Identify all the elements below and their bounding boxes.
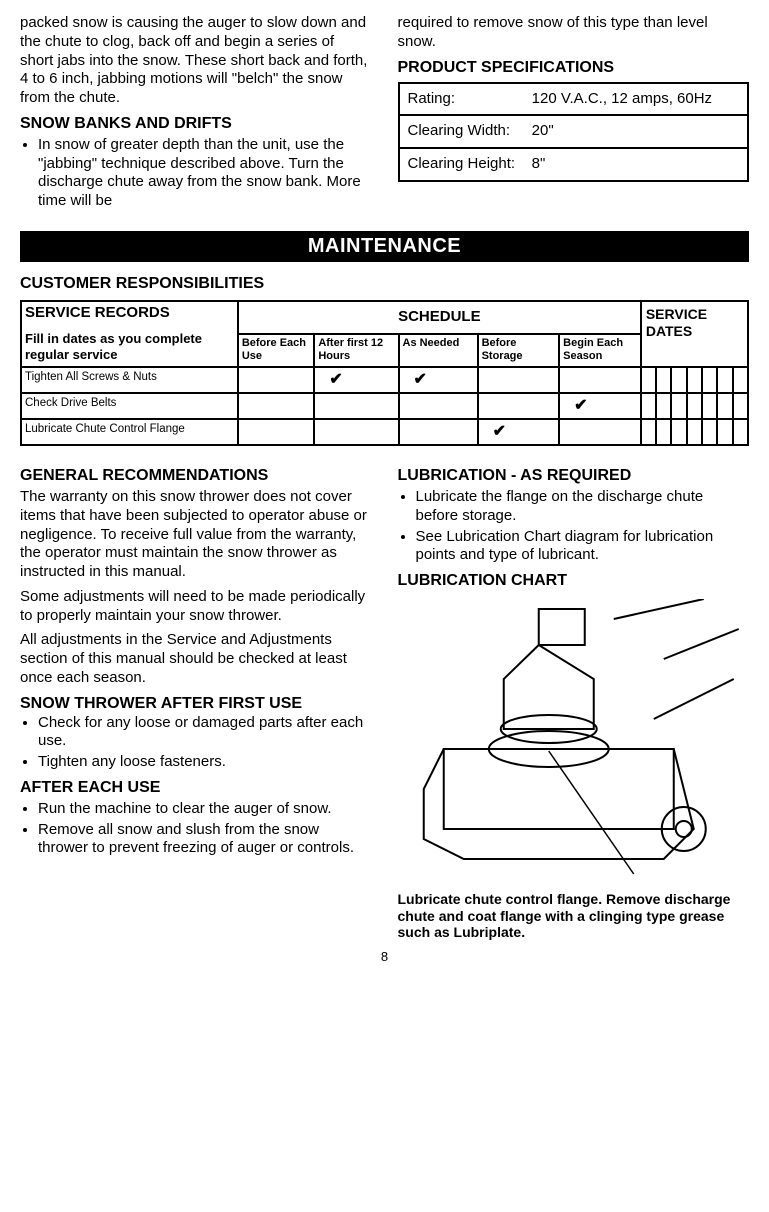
sched-row: Check Drive Belts ✔ [21, 393, 748, 419]
date-cell [717, 367, 732, 393]
spec-value: 8" [532, 155, 546, 172]
spec-label: Clearing Height: [408, 155, 528, 174]
spec-row: Clearing Height: 8" [399, 148, 749, 181]
check-cell [314, 393, 398, 419]
top-left-col: packed snow is causing the auger to slow… [20, 14, 372, 217]
check-cell [559, 419, 641, 445]
after-each-heading: AFTER EACH USE [20, 778, 372, 798]
gen-rec-heading: GENERAL RECOMMENDATIONS [20, 466, 372, 486]
top-right-col: required to remove snow of this type tha… [398, 14, 750, 217]
date-cell [702, 393, 717, 419]
gen-rec-p1: The warranty on this snow thrower does n… [20, 488, 372, 582]
check-cell [399, 393, 478, 419]
date-cell [671, 419, 686, 445]
spec-label: Clearing Width: [408, 122, 528, 141]
bottom-left-col: GENERAL RECOMMENDATIONS The warranty on … [20, 460, 372, 941]
date-cell [641, 393, 656, 419]
spec-value: 120 V.A.C., 12 amps, 60Hz [532, 90, 712, 107]
after-first-heading: SNOW THROWER AFTER FIRST USE [20, 694, 372, 714]
date-cell [702, 419, 717, 445]
date-cell [641, 367, 656, 393]
date-cell [656, 393, 671, 419]
check-cell [238, 419, 315, 445]
check-cell: ✔ [478, 419, 560, 445]
spec-value: 20" [532, 122, 554, 139]
date-cell [733, 367, 748, 393]
gen-rec-p3: All adjustments in the Service and Adjus… [20, 631, 372, 687]
service-records-hdr: SERVICE RECORDS Fill in dates as you com… [21, 301, 238, 367]
gen-rec-p2: Some adjustments will need to be made pe… [20, 588, 372, 626]
date-cell [671, 367, 686, 393]
sched-header-row-1: SERVICE RECORDS Fill in dates as you com… [21, 301, 748, 334]
date-cell [687, 393, 702, 419]
after-each-b1: Run the machine to clear the auger of sn… [38, 800, 372, 819]
date-cell [671, 393, 686, 419]
bottom-right-col: LUBRICATION - AS REQUIRED Lubricate the … [398, 460, 750, 941]
check-cell: ✔ [559, 393, 641, 419]
check-cell [478, 367, 560, 393]
col-hdr: Before Storage [478, 334, 560, 368]
after-first-list: Check for any loose or damaged parts aft… [20, 714, 372, 772]
spec-row: Rating: 120 V.A.C., 12 amps, 60Hz [399, 83, 749, 116]
row-label: Tighten All Screws & Nuts [21, 367, 238, 393]
check-cell [478, 393, 560, 419]
top-section: packed snow is causing the auger to slow… [20, 14, 749, 217]
schedule-hdr: SCHEDULE [238, 301, 641, 334]
date-cell [717, 393, 732, 419]
spec-table: Rating: 120 V.A.C., 12 amps, 60Hz Cleari… [398, 82, 750, 182]
row-label: Check Drive Belts [21, 393, 238, 419]
date-cell [733, 393, 748, 419]
after-each-b2: Remove all snow and slush from the snow … [38, 821, 372, 859]
date-cell [702, 367, 717, 393]
snow-banks-heading: SNOW BANKS AND DRIFTS [20, 114, 372, 134]
chart-caption: Lubricate chute control flange. Remove d… [398, 891, 750, 941]
sched-row: Tighten All Screws & Nuts ✔ ✔ [21, 367, 748, 393]
date-cell [717, 419, 732, 445]
date-cell [687, 367, 702, 393]
lubrication-diagram [398, 599, 750, 879]
customer-resp-heading: CUSTOMER RESPONSIBILITIES [20, 274, 749, 294]
schedule-table: SERVICE RECORDS Fill in dates as you com… [20, 300, 749, 446]
check-cell [399, 419, 478, 445]
lube-b2: See Lubrication Chart diagram for lubric… [416, 528, 750, 566]
spec-row: Clearing Width: 20" [399, 115, 749, 148]
lube-chart-heading: LUBRICATION CHART [398, 571, 750, 591]
spec-label: Rating: [408, 90, 528, 109]
packed-snow-text: packed snow is causing the auger to slow… [20, 14, 372, 108]
check-cell [314, 419, 398, 445]
check-cell [238, 367, 315, 393]
service-dates-hdr: SERVICE DATES [641, 301, 748, 367]
check-cell [559, 367, 641, 393]
col-hdr: After first 12 Hours [314, 334, 398, 368]
check-cell: ✔ [314, 367, 398, 393]
lube-b1: Lubricate the flange on the discharge ch… [416, 488, 750, 526]
date-cell [687, 419, 702, 445]
snow-banks-list: In snow of greater depth than the unit, … [20, 136, 372, 211]
spec-heading: PRODUCT SPECIFICATIONS [398, 58, 750, 78]
bottom-section: GENERAL RECOMMENDATIONS The warranty on … [20, 460, 749, 941]
col-hdr: As Needed [399, 334, 478, 368]
check-cell: ✔ [399, 367, 478, 393]
after-each-list: Run the machine to clear the auger of sn… [20, 800, 372, 858]
col-hdr: Before Each Use [238, 334, 315, 368]
date-cell [641, 419, 656, 445]
check-cell [238, 393, 315, 419]
lube-req-heading: LUBRICATION - AS REQUIRED [398, 466, 750, 486]
page-number: 8 [20, 949, 749, 965]
col-hdr: Begin Each Season [559, 334, 641, 368]
after-first-b2: Tighten any loose fasteners. [38, 753, 372, 772]
sched-row: Lubricate Chute Control Flange ✔ [21, 419, 748, 445]
row-label: Lubricate Chute Control Flange [21, 419, 238, 445]
date-cell [733, 419, 748, 445]
date-cell [656, 367, 671, 393]
snow-banks-bullet: In snow of greater depth than the unit, … [38, 136, 372, 211]
lube-req-list: Lubricate the flange on the discharge ch… [398, 488, 750, 565]
date-cell [656, 419, 671, 445]
after-first-b1: Check for any loose or damaged parts aft… [38, 714, 372, 752]
required-cont-text: required to remove snow of this type tha… [398, 14, 750, 52]
maintenance-banner: MAINTENANCE [20, 231, 749, 262]
